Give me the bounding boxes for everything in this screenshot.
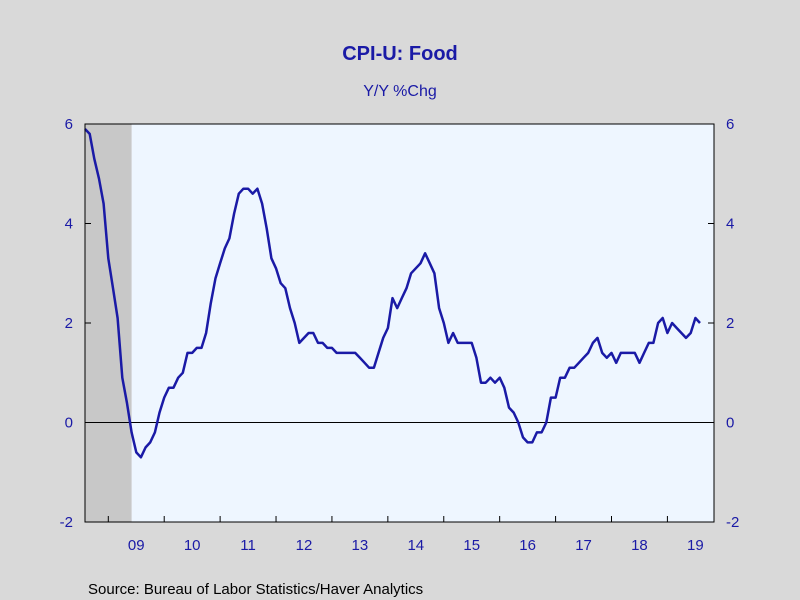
y-tick-label-left: 6 (65, 116, 73, 133)
x-tick-label: 16 (519, 537, 536, 554)
y-tick-label-right: -2 (726, 514, 739, 531)
y-tick-label-right: 0 (726, 415, 734, 432)
y-tick-label-right: 2 (726, 315, 734, 332)
x-tick-label: 19 (687, 537, 704, 554)
series-line-cpi-food (84, 128, 701, 459)
chart-title: CPI-U: Food (342, 43, 458, 65)
x-tick-label: 11 (240, 537, 256, 554)
source-note: Source: Bureau of Labor Statistics/Haver… (88, 581, 423, 598)
plot-area (85, 124, 714, 522)
x-tick-label: 18 (631, 537, 648, 554)
y-tick-label-left: 4 (65, 216, 73, 233)
chart-subtitle: Y/Y %Chg (363, 83, 437, 100)
x-axis: 09 10 11 12 13 14 15 16 17 18 19 (107, 516, 704, 554)
y-axis-left: -2 0 2 4 6 (60, 116, 91, 531)
y-tick-label-right: 4 (726, 216, 734, 233)
x-tick-label: 09 (128, 537, 145, 554)
recession-shading (85, 124, 132, 522)
x-tick-label: 15 (463, 537, 480, 554)
y-axis-right: -2 0 2 4 6 (708, 116, 739, 531)
x-tick-label: 13 (352, 537, 369, 554)
y-tick-label-left: -2 (60, 514, 73, 531)
y-tick-label-left: 0 (65, 415, 73, 432)
y-tick-label-right: 6 (726, 116, 734, 133)
x-tick-label: 17 (575, 537, 592, 554)
y-tick-label-left: 2 (65, 315, 73, 332)
x-tick-label: 10 (184, 537, 201, 554)
x-tick-label: 14 (407, 537, 424, 554)
x-tick-label: 12 (296, 537, 313, 554)
